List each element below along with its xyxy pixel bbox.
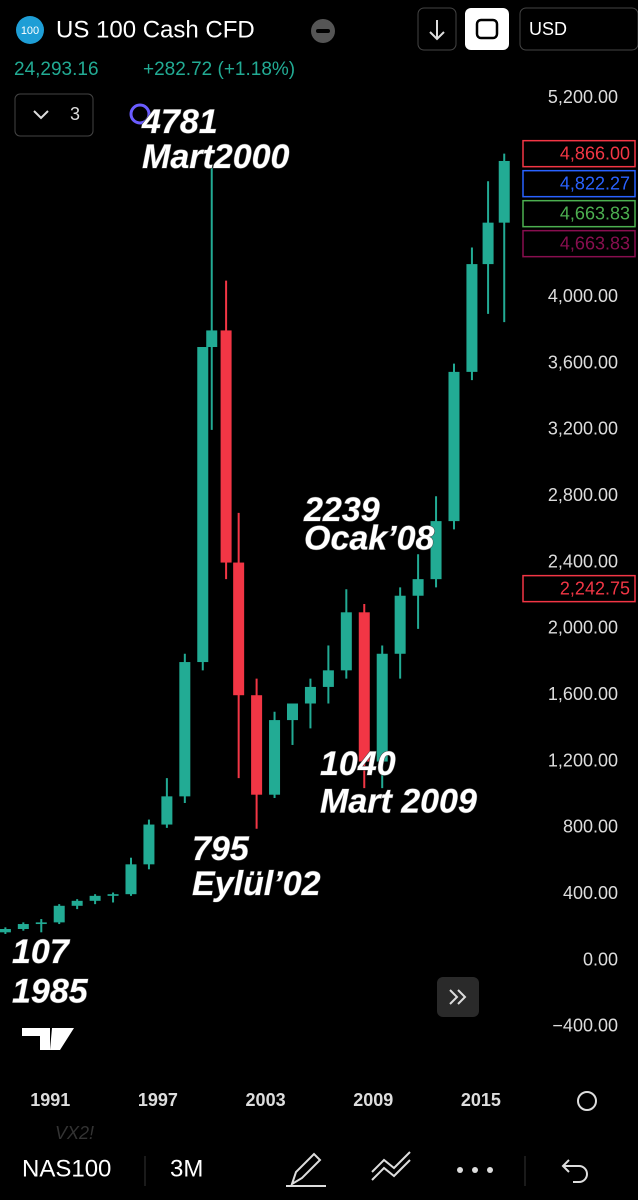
- y-tick-label: 5,200.00: [548, 87, 618, 107]
- candle-body: [35, 922, 47, 925]
- candle-body: [498, 160, 510, 223]
- annotation: 107: [12, 933, 71, 971]
- candle-body: [206, 330, 218, 348]
- draw-icon[interactable]: [286, 1152, 326, 1187]
- y-tick-label: 400.00: [563, 883, 618, 903]
- price-tag: [522, 199, 636, 228]
- price-tag: [522, 169, 636, 198]
- annotation: 1040: [320, 745, 396, 783]
- candle-body: [233, 562, 245, 696]
- price-tag-label: 4,822.27: [560, 173, 630, 193]
- lines-icon[interactable]: [371, 1151, 411, 1181]
- annotation: 795: [192, 830, 250, 868]
- price-tag: [522, 139, 636, 168]
- symbol-icon-text: 100: [21, 25, 39, 37]
- annotation: 2239: [303, 491, 380, 529]
- candle-body: [71, 900, 83, 906]
- candle-body: [161, 796, 173, 825]
- down-arrow-icon: [429, 20, 445, 41]
- annotation: 4781: [141, 103, 218, 141]
- ghost-symbol: VX2!: [55, 1123, 94, 1143]
- candle-body: [394, 595, 406, 654]
- candle-body: [179, 662, 191, 797]
- price-tag-label: 2,242.75: [560, 578, 630, 598]
- y-tick-label: −400.00: [552, 1016, 618, 1036]
- tv-logo: [22, 1028, 74, 1050]
- y-tick-label: 1,200.00: [548, 750, 618, 770]
- price-tag-label: 4,663.83: [560, 203, 630, 223]
- price-change: +282.72 (+1.18%): [143, 59, 295, 80]
- annotation: Eylül’02: [192, 865, 321, 903]
- y-tick-label: 0.00: [583, 949, 618, 969]
- y-tick-label: 4,000.00: [548, 286, 618, 306]
- y-tick-label: 2,800.00: [548, 485, 618, 505]
- currency-dropdown[interactable]: [519, 7, 638, 51]
- x-tick-label: 2003: [246, 1090, 286, 1110]
- candle-body: [286, 703, 298, 721]
- candle-body: [448, 371, 460, 522]
- download-button[interactable]: [417, 7, 457, 51]
- layout-icon: [475, 18, 499, 40]
- candle-body: [466, 264, 478, 372]
- annotation: Ocak’08: [304, 520, 435, 558]
- candle-body: [412, 579, 424, 596]
- candle-body: [89, 895, 101, 901]
- candle-body: [53, 905, 65, 923]
- candle-body: [482, 222, 494, 265]
- y-tick-label: 1,600.00: [548, 684, 618, 704]
- price-tag-label: 4,663.83: [560, 233, 630, 253]
- undo-icon[interactable]: [561, 1159, 588, 1183]
- indicator-count: 3: [70, 104, 80, 124]
- annotation: Mart 2009: [320, 782, 477, 820]
- candle-body: [304, 686, 316, 704]
- x-tick-label: 2009: [353, 1090, 393, 1110]
- candle-body: [251, 695, 263, 795]
- x-tick-label: 1991: [30, 1090, 70, 1110]
- price-tag: [522, 574, 636, 603]
- indicator-toggle[interactable]: [14, 93, 94, 137]
- candle-body: [17, 924, 29, 930]
- candle-body: [269, 720, 281, 795]
- interval[interactable]: 3M: [170, 1155, 203, 1182]
- ticker[interactable]: NAS100: [22, 1155, 111, 1182]
- annotation: Mart2000: [142, 138, 290, 176]
- currency: USD: [529, 19, 567, 39]
- candle-body: [125, 864, 137, 895]
- candle-body: [340, 612, 352, 671]
- y-tick-label: 800.00: [563, 817, 618, 837]
- candle-body: [220, 330, 232, 563]
- y-tick-label: 3,200.00: [548, 419, 618, 439]
- symbol-icon: [16, 16, 44, 44]
- y-tick-label: 2,400.00: [548, 551, 618, 571]
- candle-body: [197, 347, 209, 663]
- sync-icon: [129, 103, 151, 125]
- settings-icon[interactable]: [577, 1091, 597, 1111]
- candle-body: [143, 824, 155, 865]
- symbol-name[interactable]: US 100 Cash CFD: [56, 16, 255, 43]
- more-icon[interactable]: [457, 1167, 493, 1173]
- candle-body: [107, 894, 119, 896]
- candle-body: [358, 612, 370, 762]
- candle-body: [376, 653, 388, 762]
- layout-button[interactable]: [465, 8, 509, 50]
- status-minus: [316, 29, 330, 33]
- price-tag-label: 4,866.00: [560, 143, 630, 163]
- price-tag: [522, 229, 636, 258]
- y-tick-label: 3,600.00: [548, 352, 618, 372]
- double-chevron: [449, 989, 467, 1005]
- candle-body: [430, 521, 442, 580]
- candle-body: [322, 670, 334, 687]
- annotation: 1985: [12, 973, 89, 1011]
- y-tick-label: 2,000.00: [548, 618, 618, 638]
- plot-area: −400.00 0.00 400.00 800.00 1,200.00 1,600.00 2…: [0, 87, 636, 1110]
- x-tick-label: 1997: [138, 1090, 178, 1110]
- last-price: 24,293.16: [14, 59, 99, 80]
- x-tick-label: 2015: [461, 1090, 501, 1110]
- chevron-icon: [33, 110, 49, 120]
- candle-body: [0, 929, 11, 933]
